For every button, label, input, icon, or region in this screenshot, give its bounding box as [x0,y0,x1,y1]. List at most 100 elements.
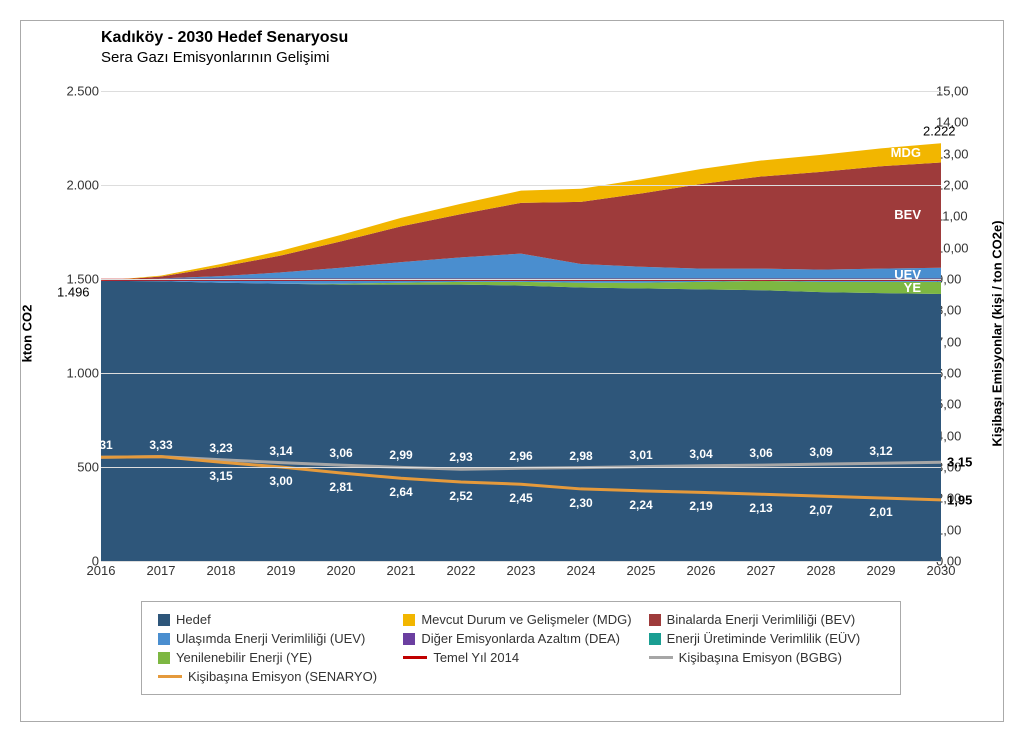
value-label: 3,00 [269,474,292,488]
value-label: 2,81 [329,480,352,494]
value-label: 3,15 [209,469,232,483]
legend-swatch [158,633,170,645]
y-tick-left: 2.000 [61,178,99,193]
value-label: 2,19 [689,499,712,513]
legend-label: Diğer Emisyonlarda Azaltım (DEA) [421,631,620,646]
annotation-bev: BEV [894,207,921,222]
chart-subtitle: Sera Gazı Emisyonlarının Gelişimi [101,49,329,66]
value-label: 3,06 [329,446,352,460]
annotation-mdg: MDG [891,145,921,160]
grid-line [101,91,941,92]
legend-label: Temel Yıl 2014 [433,650,519,665]
legend-item: Binalarda Enerji Verimliliği (BEV) [649,612,884,627]
x-tick: 2023 [507,563,536,578]
x-tick: 2016 [87,563,116,578]
value-label: 3,33 [149,438,172,452]
value-label: 2,52 [449,489,472,503]
value-label: 3,06 [749,446,772,460]
legend-label: Yenilenebilir Enerji (YE) [176,650,312,665]
y-axis-right-label: Kişibaşı Emisyonlar (kişi / ton CO2e) [990,220,1005,446]
annotation-ye: YE [904,280,921,295]
value-label: 2,96 [509,449,532,463]
legend-swatch [158,614,170,626]
chart-title: Kadıköy - 2030 Hedef Senaryosu [101,29,348,47]
value-label: 2,93 [449,450,472,464]
value-label: 2,99 [389,448,412,462]
value-label: 3,12 [869,444,892,458]
legend-item: Hedef [158,612,393,627]
legend-swatch [649,633,661,645]
x-tick: 2030 [927,563,956,578]
y-tick-right: 12,00 [936,178,978,193]
right-end-top: 3,15 [947,455,972,470]
legend-item: Yenilenebilir Enerji (YE) [158,650,393,665]
value-label: 2,45 [509,491,532,505]
grid-line [101,279,941,280]
right-end-bottom: 1,95 [947,492,972,507]
legend-swatch [403,614,415,626]
legend-item: Kişibaşına Emisyon (SENARYO) [158,669,393,684]
legend-item: Temel Yıl 2014 [403,650,638,665]
grid-line [101,185,941,186]
legend-item: Diğer Emisyonlarda Azaltım (DEA) [403,631,638,646]
value-label: 3,09 [809,445,832,459]
legend-line [403,656,427,659]
x-tick: 2024 [567,563,596,578]
x-tick: 2025 [627,563,656,578]
end-total-label: 2.222 [923,124,956,139]
legend-line [649,656,673,659]
legend-swatch [403,633,415,645]
y-tick-right: 1,00 [936,522,978,537]
value-label: 3,14 [269,444,292,458]
value-label: 3,04 [689,447,712,461]
emissions-chart: Kadıköy - 2030 Hedef Senaryosu Sera Gazı… [20,20,1004,722]
legend-label: Mevcut Durum ve Gelişmeler (MDG) [421,612,631,627]
legend-swatch [158,652,170,664]
x-tick: 2028 [807,563,836,578]
legend-label: Binalarda Enerji Verimliliği (BEV) [667,612,856,627]
value-label: 2,13 [749,501,772,515]
y-tick-right: 5,00 [936,397,978,412]
x-tick: 2020 [327,563,356,578]
y-tick-right: 7,00 [936,334,978,349]
x-axis: 2016201720182019202020212022202320242025… [101,563,941,583]
legend-item: Ulaşımda Enerji Verimliliği (UEV) [158,631,393,646]
x-tick: 2019 [267,563,296,578]
y-axis-right: 0,001,002,003,004,005,006,007,008,009,00… [936,91,978,561]
x-tick: 2018 [207,563,236,578]
grid-line [101,373,941,374]
y-tick-right: 8,00 [936,303,978,318]
y-tick-right: 10,00 [936,240,978,255]
legend-line [158,675,182,678]
y-tick-left: 500 [61,460,99,475]
x-tick: 2021 [387,563,416,578]
value-label: 2,07 [809,503,832,517]
area-hedef [101,281,941,561]
value-label: 2,64 [389,485,412,499]
value-label: 3,23 [209,441,232,455]
y-tick-right: 6,00 [936,366,978,381]
legend-swatch [649,614,661,626]
legend-label: Kişibaşına Emisyon (BGBG) [679,650,842,665]
x-tick: 2026 [687,563,716,578]
legend-item: Enerji Üretiminde Verimlilik (EÜV) [649,631,884,646]
x-tick: 2022 [447,563,476,578]
plot-area: 3,313,333,233,143,062,992,932,962,983,01… [101,91,941,561]
y-tick-left: 1.000 [61,366,99,381]
y-tick-right: 13,00 [936,146,978,161]
value-label: 2,01 [869,505,892,519]
y-tick-left: 2.500 [61,84,99,99]
value-label: 2,30 [569,496,592,510]
legend-label: Enerji Üretiminde Verimlilik (EÜV) [667,631,861,646]
x-tick: 2017 [147,563,176,578]
legend-item: Mevcut Durum ve Gelişmeler (MDG) [403,612,638,627]
legend-label: Kişibaşına Emisyon (SENARYO) [188,669,377,684]
y-tick-right: 15,00 [936,84,978,99]
value-label: 2,98 [569,449,592,463]
y-axis-left: 05001.0001.5002.0002.500 [61,91,99,561]
legend-item: Kişibaşına Emisyon (BGBG) [649,650,884,665]
y-tick-right: 9,00 [936,272,978,287]
y-axis-left-label: kton CO2 [20,305,35,363]
value-label: 3,01 [629,448,652,462]
legend-label: Hedef [176,612,211,627]
